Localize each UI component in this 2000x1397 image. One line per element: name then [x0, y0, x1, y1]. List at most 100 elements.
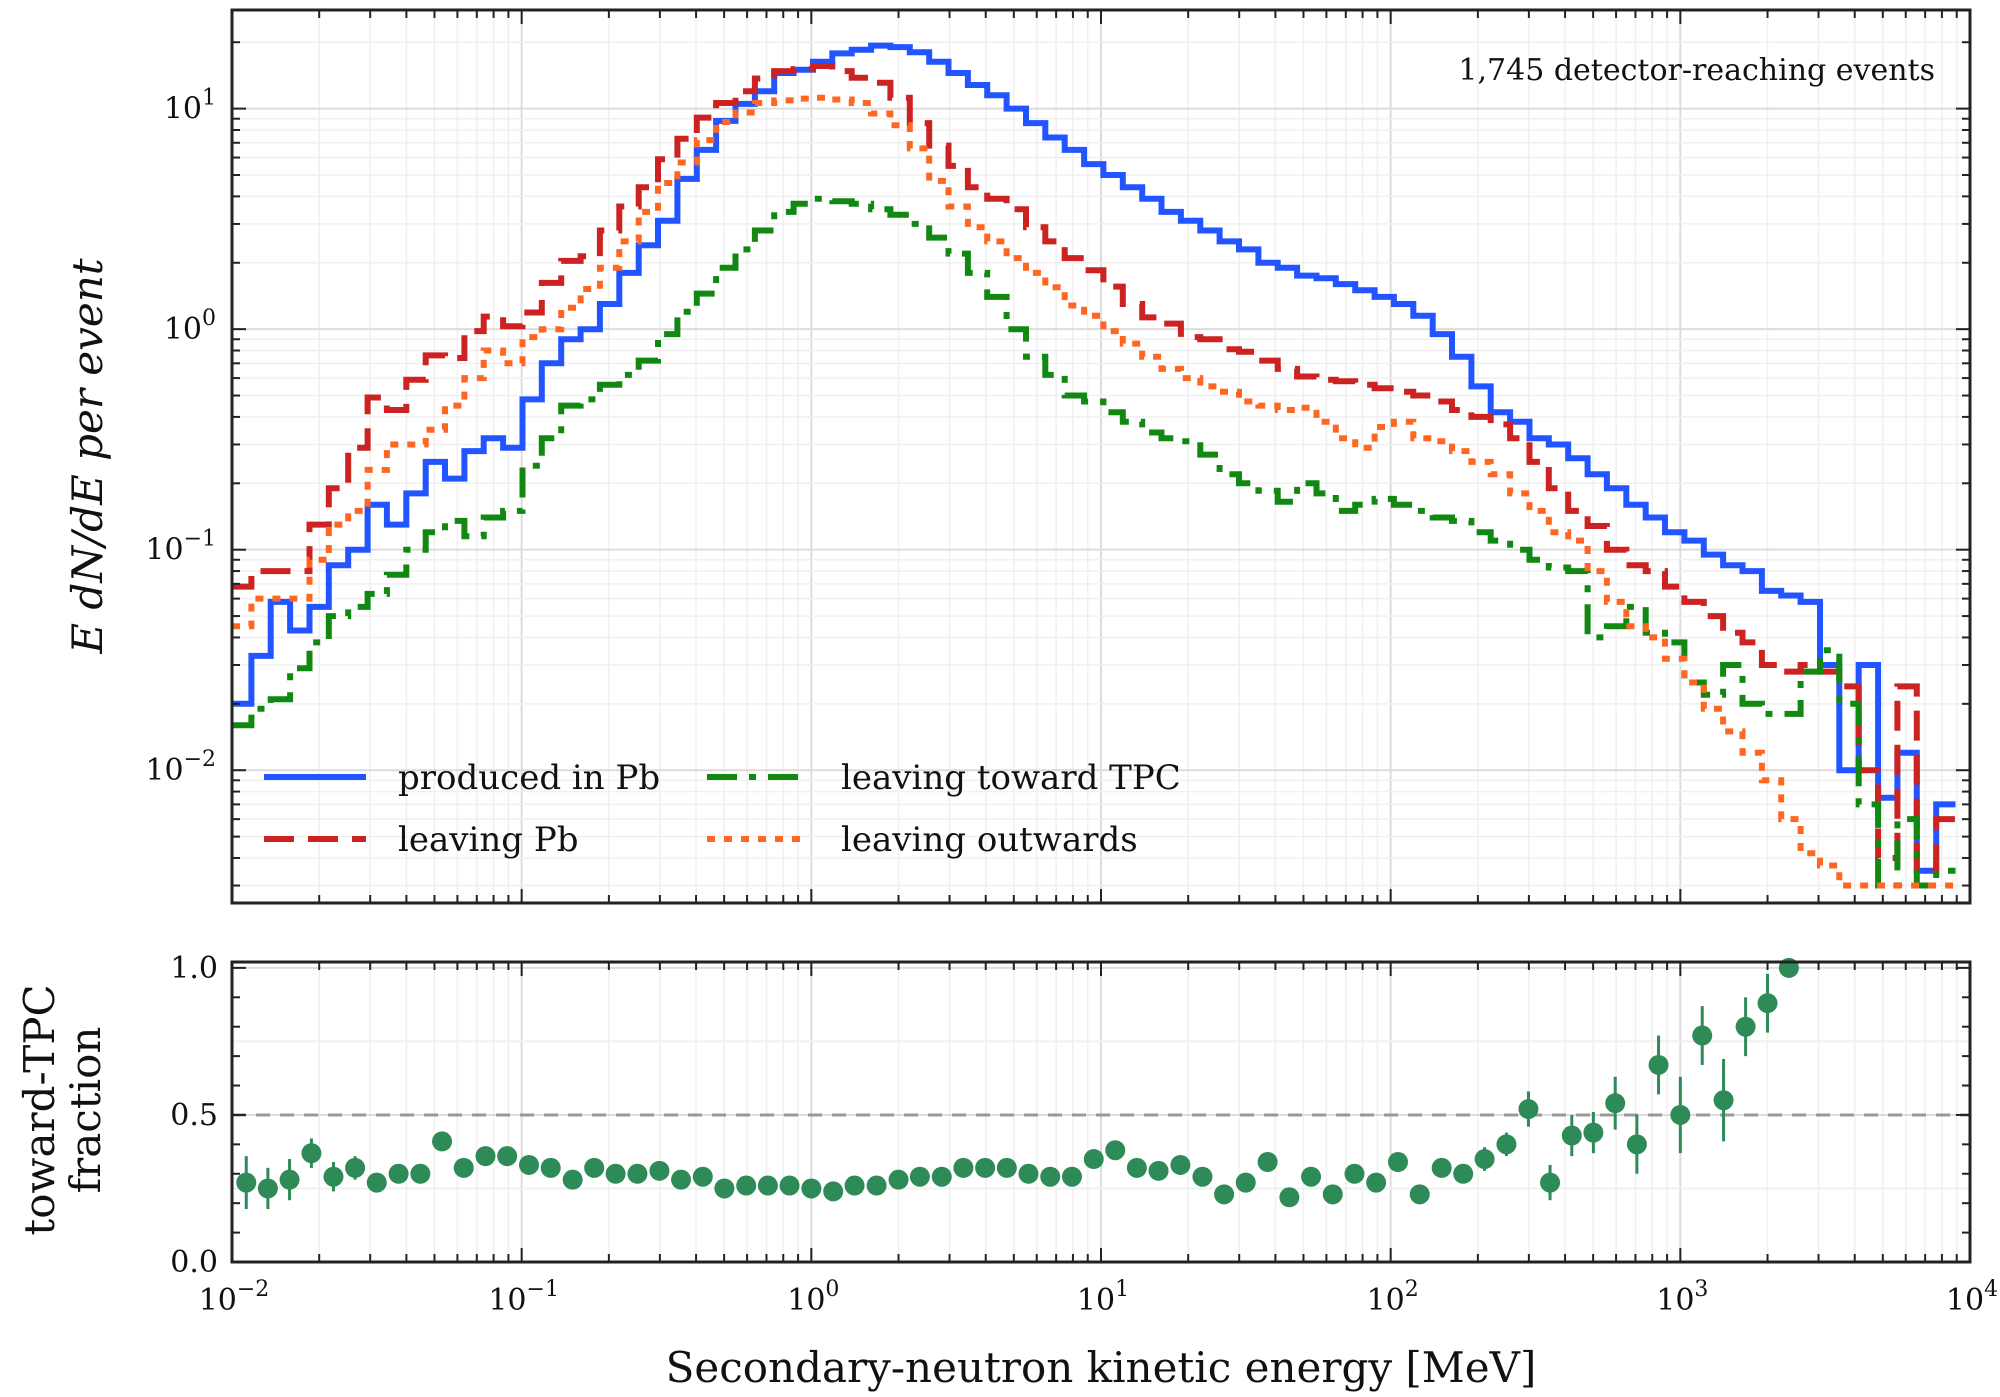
legend-label: leaving toward TPC: [841, 758, 1181, 798]
y-tick-label: 0.0: [170, 1245, 218, 1280]
fraction-point: [1344, 1163, 1365, 1184]
top-plot-frame: [230, 8, 1972, 905]
top-y-axis-label: E dN/dE per event: [63, 258, 112, 654]
x-tick-label: 102: [1367, 1277, 1419, 1318]
fraction-point: [1018, 1163, 1039, 1184]
fraction-point: [736, 1175, 757, 1196]
fraction-point: [1648, 1054, 1669, 1075]
fraction-point: [909, 1166, 930, 1187]
fraction-point: [1735, 1016, 1756, 1037]
legend: produced in Pb leaving Pb leaving toward T…: [264, 758, 1181, 860]
fraction-point: [1322, 1184, 1343, 1205]
fraction-point: [844, 1175, 865, 1196]
fraction-point: [1605, 1093, 1626, 1114]
fraction-points: [236, 957, 1799, 1210]
annotation-text: 1,745 detector-reaching events: [1458, 53, 1935, 88]
fraction-point: [584, 1157, 605, 1178]
fraction-point: [1757, 993, 1778, 1014]
top-panel: 10−2 10−1 100 101 1,745 detector-reaching e…: [63, 8, 1972, 905]
fraction-point: [649, 1160, 670, 1181]
fraction-point: [1170, 1154, 1191, 1175]
series-line-0: [232, 42, 1956, 874]
fraction-point: [866, 1175, 887, 1196]
fraction-point: [1366, 1172, 1387, 1193]
bottom-y-axis-label: toward-TPC fraction: [15, 984, 110, 1235]
legend-label: leaving Pb: [398, 820, 578, 860]
fraction-point: [497, 1146, 518, 1167]
fraction-point: [692, 1166, 713, 1187]
fraction-point: [366, 1172, 387, 1193]
bottom-tick-labels: 10−2 10−1 100 101 102 103 104 0.0 0.5 1.0: [170, 951, 1998, 1318]
fraction-point: [1040, 1166, 1061, 1187]
x-tick-label: 104: [1946, 1277, 1998, 1318]
y-tick-label: 0.5: [170, 1098, 218, 1133]
fraction-point: [1561, 1125, 1582, 1146]
fraction-point: [996, 1157, 1017, 1178]
series-line-3: [232, 94, 1956, 889]
fraction-point: [1474, 1149, 1495, 1170]
fraction-point: [1713, 1090, 1734, 1111]
fraction-point: [801, 1178, 822, 1199]
fraction-point: [779, 1175, 800, 1196]
x-tick-label: 10−1: [488, 1277, 559, 1318]
x-axis-label: Secondary-neutron kinetic energy [MeV]: [666, 1343, 1537, 1392]
fraction-point: [605, 1163, 626, 1184]
y-tick-label: 100: [164, 306, 216, 347]
fraction-point: [888, 1169, 909, 1190]
x-tick-label: 103: [1656, 1277, 1708, 1318]
fraction-point: [1083, 1149, 1104, 1170]
fraction-point: [1583, 1122, 1604, 1143]
fraction-point: [301, 1143, 322, 1164]
fraction-point: [627, 1163, 648, 1184]
fraction-point: [1279, 1187, 1300, 1208]
y-tick-label: 10−2: [145, 747, 216, 788]
fraction-point: [453, 1157, 474, 1178]
fraction-point: [562, 1169, 583, 1190]
legend-label: leaving outwards: [841, 820, 1138, 860]
x-tick-label: 101: [1077, 1277, 1129, 1318]
fraction-point: [1518, 1099, 1539, 1120]
fraction-point: [1148, 1160, 1169, 1181]
fraction-point: [236, 1172, 257, 1193]
fraction-point: [1540, 1172, 1561, 1193]
fraction-point: [257, 1178, 278, 1199]
fraction-point: [1257, 1152, 1278, 1172]
fraction-point: [1301, 1166, 1322, 1187]
fraction-point: [931, 1166, 952, 1187]
fraction-point: [345, 1157, 366, 1178]
top-y-tick-labels: 10−2 10−1 100 101: [145, 86, 216, 789]
fraction-point: [1214, 1184, 1235, 1205]
fraction-point: [1692, 1025, 1713, 1046]
fraction-point: [388, 1163, 409, 1184]
bottom-panel: 10−2 10−1 100 101 102 103 104 0.0 0.5 1.0 toward-…: [15, 951, 1998, 1318]
fraction-point: [1670, 1104, 1691, 1125]
fraction-point: [1126, 1157, 1147, 1178]
fraction-point: [714, 1178, 735, 1199]
top-series: [232, 42, 1956, 889]
fraction-point: [279, 1169, 300, 1190]
fraction-point: [1409, 1184, 1430, 1205]
bottom-plot-frame: [230, 960, 1972, 1264]
fraction-point: [1626, 1134, 1647, 1155]
fraction-point: [1387, 1152, 1408, 1172]
y-tick-label: 1.0: [170, 951, 218, 986]
fraction-point: [671, 1169, 692, 1190]
fraction-point: [1235, 1172, 1256, 1193]
fraction-point: [540, 1157, 561, 1178]
fraction-point: [823, 1181, 844, 1202]
fraction-point: [953, 1157, 974, 1178]
fraction-point: [475, 1146, 496, 1167]
series-line-1: [232, 63, 1956, 874]
fraction-point: [518, 1154, 539, 1175]
fraction-point: [1453, 1163, 1474, 1184]
x-tick-label: 100: [787, 1277, 839, 1318]
fraction-point: [975, 1157, 996, 1178]
fraction-point: [323, 1166, 344, 1187]
legend-label: produced in Pb: [398, 758, 660, 798]
fraction-point: [1431, 1157, 1452, 1178]
fraction-point: [1496, 1134, 1517, 1155]
bottom-y-axis-label-line1: toward-TPC: [15, 984, 64, 1235]
bottom-y-axis-label-line2: fraction: [61, 1027, 110, 1194]
fraction-point: [1105, 1140, 1126, 1161]
